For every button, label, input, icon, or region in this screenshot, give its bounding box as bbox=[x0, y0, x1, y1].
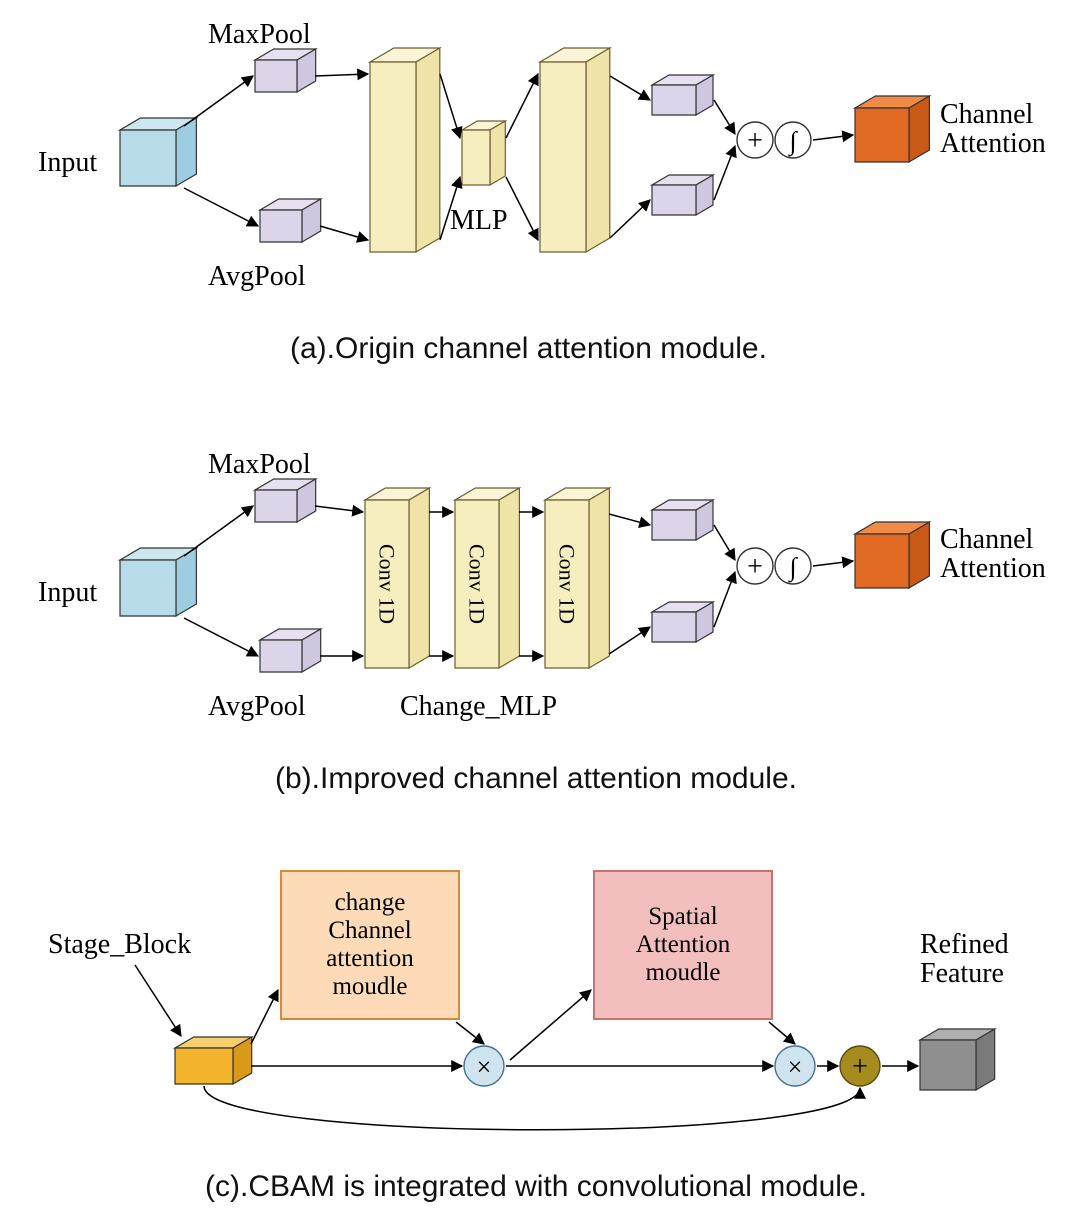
label-refined-feature: Refined Feature bbox=[920, 930, 1009, 989]
panel-c-op-mul-1: × bbox=[464, 1046, 504, 1086]
label-stage-block: Stage_Block bbox=[48, 930, 191, 959]
arrow bbox=[135, 965, 181, 1036]
arrow bbox=[610, 76, 650, 100]
panel-c-op-add: + bbox=[840, 1046, 880, 1086]
panel-c-residual-arrow bbox=[204, 1086, 860, 1130]
panel-a-input-cube bbox=[120, 118, 196, 186]
arrow bbox=[184, 618, 258, 656]
arrow bbox=[251, 990, 278, 1044]
label-input-b: Input bbox=[38, 578, 97, 607]
panel-c-refined-cube bbox=[920, 1029, 995, 1090]
arrow bbox=[506, 177, 538, 240]
panel-b-output-cube bbox=[855, 522, 929, 588]
label-change-mlp: Change_MLP bbox=[400, 692, 557, 721]
label-maxpool-b: MaxPool bbox=[208, 450, 311, 479]
panel-b-conv1: Conv 1D bbox=[365, 488, 429, 668]
spatial-attention-module: Spatial Attention moudle bbox=[593, 870, 773, 1020]
arrow bbox=[813, 561, 853, 566]
label-mlp-a: MLP bbox=[450, 206, 508, 235]
svg-text:Conv 1D: Conv 1D bbox=[465, 544, 490, 624]
label-maxpool-a: MaxPool bbox=[208, 20, 311, 49]
panel-b-featout-top bbox=[652, 500, 713, 540]
panel-c-op-mul-2: × bbox=[775, 1046, 815, 1086]
panel-c-stage-cube bbox=[175, 1037, 252, 1084]
arrow bbox=[714, 100, 735, 134]
arrow bbox=[610, 200, 650, 238]
panel-b-input-cube bbox=[120, 548, 196, 616]
label-input-a: Input bbox=[38, 148, 97, 177]
arrow bbox=[440, 74, 460, 138]
arrow bbox=[609, 514, 650, 525]
arrow bbox=[320, 226, 368, 240]
panel-a-op-plus: + bbox=[737, 122, 773, 158]
panel-b-maxpool-cube bbox=[255, 479, 316, 522]
arrow bbox=[184, 506, 253, 556]
caption-a: (a).Origin channel attention module. bbox=[290, 332, 767, 366]
panel-a-op-sigmoid: ∫ bbox=[775, 122, 811, 158]
panel-a-mlp-right bbox=[540, 48, 610, 252]
arrow bbox=[510, 990, 591, 1060]
panel-a-featout-top bbox=[652, 75, 713, 115]
panel-b-op-plus: + bbox=[737, 548, 773, 584]
panel-a-featout-bot bbox=[652, 175, 713, 215]
arrow bbox=[813, 135, 853, 140]
arrow bbox=[506, 74, 538, 138]
arrow bbox=[456, 1022, 484, 1044]
arrow bbox=[609, 627, 650, 654]
label-channel-attention-b: Channel Attention bbox=[940, 525, 1046, 584]
panel-a-mlp-mid bbox=[462, 121, 505, 185]
panel-b-op-sigmoid: ∫ bbox=[775, 548, 811, 584]
panel-b-conv2: Conv 1D bbox=[455, 488, 519, 668]
arrow bbox=[714, 572, 735, 627]
arrow bbox=[315, 506, 363, 512]
label-avgpool-a: AvgPool bbox=[208, 262, 306, 291]
panel-a-mlp-left bbox=[370, 48, 440, 252]
change-channel-attention-module: change Channel attention moudle bbox=[280, 870, 460, 1020]
panel-b-featout-bot bbox=[652, 602, 713, 642]
label-avgpool-b: AvgPool bbox=[208, 692, 306, 721]
caption-c: (c).CBAM is integrated with convolutiona… bbox=[205, 1170, 867, 1204]
svg-text:Conv 1D: Conv 1D bbox=[555, 544, 580, 624]
arrow bbox=[184, 188, 258, 226]
panel-a-avgpool-cube bbox=[260, 199, 321, 242]
svg-text:+: + bbox=[747, 126, 763, 157]
label-channel-attention-a: Channel Attention bbox=[940, 100, 1046, 159]
svg-text:+: + bbox=[747, 552, 763, 583]
attention-diagram: + ∫ Conv 1D Conv 1D Conv 1D + ∫ × × + bbox=[0, 0, 1080, 1217]
svg-text:+: + bbox=[852, 1052, 868, 1083]
panel-b-avgpool-cube bbox=[260, 629, 321, 672]
caption-b: (b).Improved channel attention module. bbox=[275, 762, 797, 796]
panel-b-conv3: Conv 1D bbox=[545, 488, 609, 668]
panel-a-maxpool-cube bbox=[255, 49, 316, 92]
panel-a-output-cube bbox=[855, 96, 929, 162]
svg-text:×: × bbox=[788, 1053, 803, 1082]
svg-text:×: × bbox=[477, 1053, 492, 1082]
arrow bbox=[714, 146, 735, 200]
arrow bbox=[184, 76, 253, 126]
arrow bbox=[315, 74, 368, 76]
arrow bbox=[714, 525, 735, 560]
svg-text:Conv 1D: Conv 1D bbox=[375, 544, 400, 624]
arrow bbox=[769, 1022, 795, 1044]
